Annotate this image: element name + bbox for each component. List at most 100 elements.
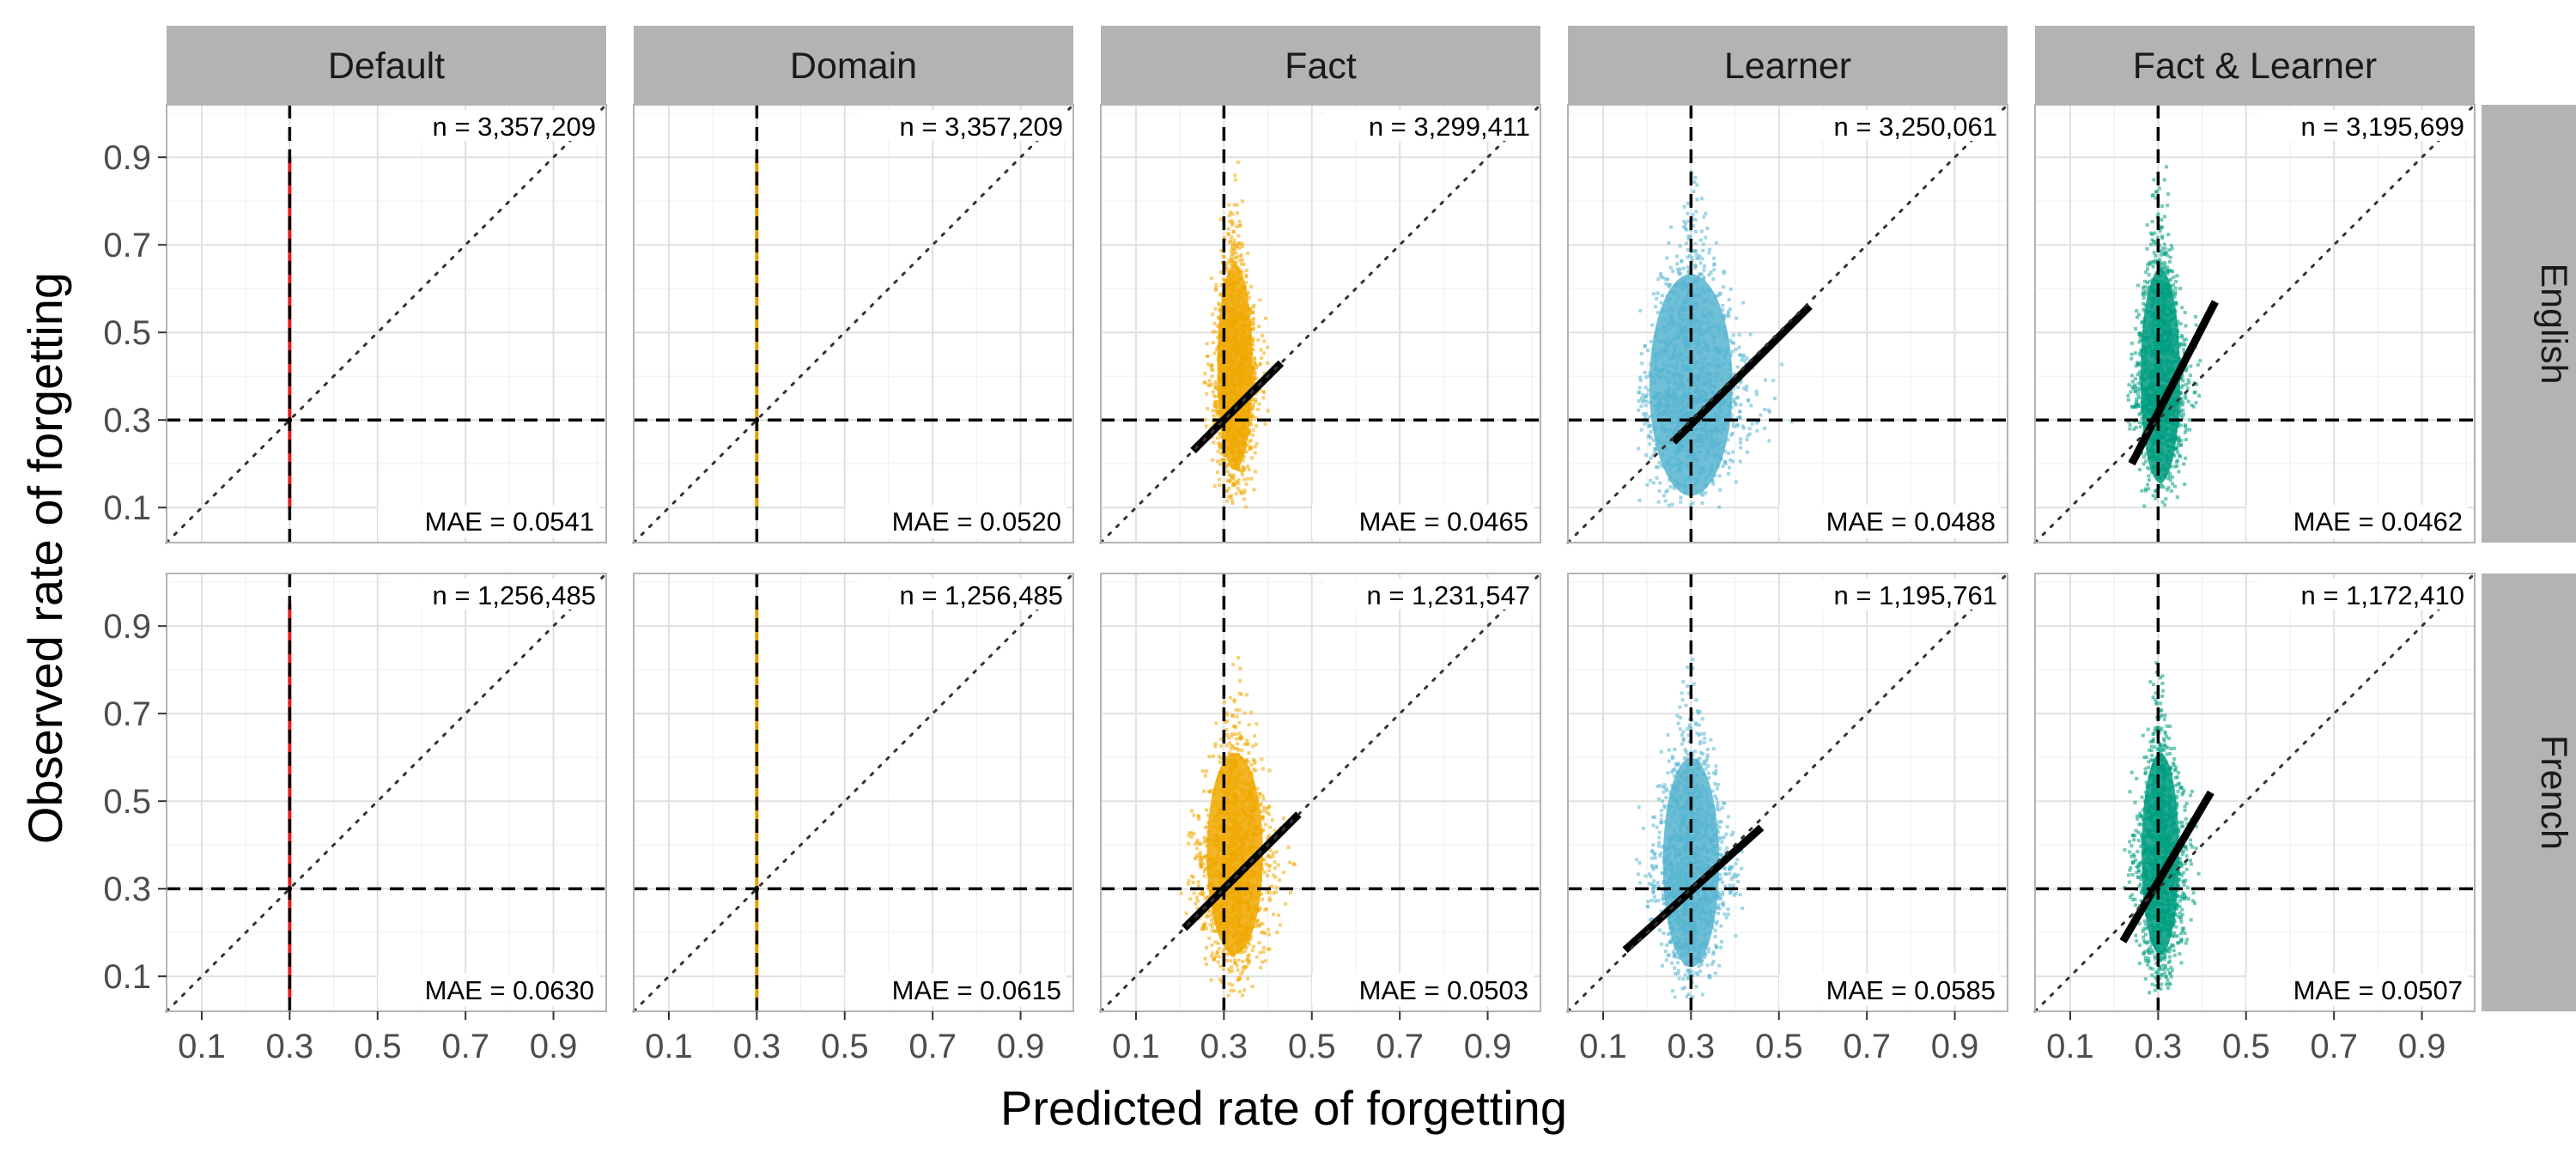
- data-point: [1732, 424, 1736, 428]
- data-point: [1693, 263, 1698, 267]
- data-point: [1268, 848, 1273, 853]
- data-point: [2136, 313, 2141, 317]
- data-point: [1644, 453, 1649, 458]
- data-point: [1736, 395, 1741, 399]
- data-point: [2178, 454, 2183, 458]
- data-point: [2148, 279, 2152, 283]
- data-point: [2130, 385, 2135, 389]
- data-point: [1216, 960, 1220, 964]
- data-point: [1737, 332, 1741, 337]
- data-point: [1654, 465, 1658, 470]
- data-point: [1215, 436, 1219, 440]
- data-point: [1250, 310, 1255, 314]
- data-point: [1754, 392, 1759, 397]
- data-point: [2158, 228, 2162, 233]
- data-point: [1225, 261, 1230, 265]
- data-point: [1651, 438, 1656, 442]
- data-point: [1754, 389, 1759, 393]
- data-point: [1640, 361, 1644, 366]
- data-point: [1230, 252, 1235, 256]
- data-point: [2159, 260, 2163, 264]
- data-point: [1237, 989, 1242, 993]
- data-point: [1212, 484, 1217, 488]
- data-point: [1755, 421, 1759, 425]
- data-point: [1249, 407, 1254, 411]
- data-point: [2165, 488, 2169, 492]
- data-point: [1657, 488, 1662, 493]
- data-point: [1647, 415, 1651, 419]
- data-point: [1255, 364, 1260, 368]
- data-point: [1215, 413, 1219, 417]
- data-point: [1637, 385, 1642, 390]
- data-point: [1686, 247, 1690, 252]
- data-point: [1244, 275, 1249, 279]
- data-point: [1227, 741, 1231, 745]
- data-point: [2144, 452, 2148, 456]
- data-point: [2145, 223, 2149, 228]
- data-point: [1213, 385, 1218, 390]
- data-point: [1189, 835, 1194, 840]
- data-point: [1679, 495, 1683, 500]
- data-point: [2134, 425, 2138, 429]
- data-point: [2173, 290, 2178, 294]
- data-point: [1211, 330, 1215, 334]
- data-point: [2171, 482, 2175, 486]
- data-point: [1230, 498, 1234, 502]
- data-point: [1647, 388, 1651, 392]
- data-point: [1242, 455, 1246, 459]
- data-point: [1712, 256, 1716, 260]
- data-point: [1228, 479, 1232, 483]
- data-point: [1738, 380, 1742, 385]
- data-point: [1222, 236, 1226, 240]
- data-point: [1643, 395, 1648, 399]
- data-point: [1710, 478, 1715, 482]
- data-point: [1258, 298, 1262, 302]
- data-point: [1256, 338, 1261, 343]
- data-point: [2150, 233, 2154, 237]
- data-point: [1255, 391, 1259, 396]
- data-point: [1668, 478, 1672, 482]
- data-point: [2186, 378, 2190, 382]
- mae-label-background: [2246, 505, 2468, 537]
- mae-label-background: [378, 505, 599, 537]
- data-point: [1726, 312, 1730, 316]
- data-point: [1219, 737, 1224, 741]
- data-point: [1731, 459, 1735, 464]
- data-point: [2191, 404, 2196, 409]
- data-point: [1251, 403, 1255, 407]
- data-point: [1709, 270, 1713, 274]
- data-point: [2188, 428, 2192, 432]
- data-point: [1688, 254, 1692, 258]
- data-point: [2140, 320, 2144, 325]
- data-point: [1251, 337, 1255, 342]
- data-point: [2135, 309, 2139, 313]
- data-point: [1678, 244, 1682, 248]
- data-point: [2166, 192, 2171, 197]
- data-point: [2180, 403, 2184, 407]
- data-point: [1213, 330, 1218, 334]
- data-point: [1254, 399, 1258, 404]
- data-point: [1771, 379, 1776, 383]
- data-point: [1240, 199, 1244, 203]
- data-point: [1237, 488, 1242, 493]
- data-point: [1772, 397, 1777, 401]
- data-point: [2185, 386, 2190, 391]
- data-point: [1704, 211, 1708, 215]
- data-point: [1759, 413, 1763, 417]
- data-point: [1274, 850, 1279, 854]
- data-point: [1231, 476, 1236, 481]
- data-point: [1237, 731, 1242, 736]
- data-point: [2147, 478, 2151, 482]
- data-point: [1723, 459, 1728, 464]
- data-point: [1242, 465, 1247, 470]
- data-point: [1251, 371, 1255, 375]
- data-point: [1225, 732, 1230, 737]
- data-point: [1668, 485, 1673, 489]
- data-point: [1216, 336, 1220, 340]
- data-point: [1262, 371, 1267, 375]
- identity-line: [1566, 103, 2009, 544]
- data-point: [1261, 809, 1266, 813]
- data-point: [2184, 324, 2188, 328]
